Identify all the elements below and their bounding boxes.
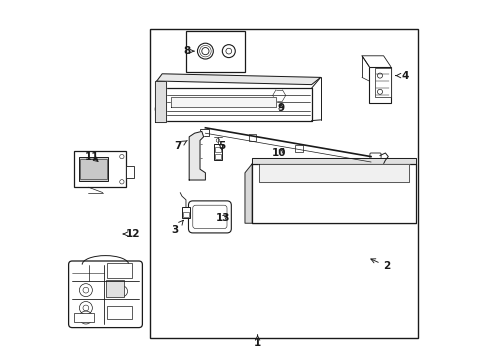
Text: 3: 3 (171, 220, 183, 235)
Text: 1: 1 (254, 335, 261, 348)
Bar (215, 144, 221, 160)
Bar (74, 313, 94, 322)
Polygon shape (157, 88, 312, 121)
Bar (200, 129, 209, 136)
Text: 6: 6 (153, 105, 164, 116)
Bar (216, 147, 220, 152)
FancyBboxPatch shape (370, 153, 381, 163)
Bar (369, 67, 391, 103)
Circle shape (323, 201, 325, 203)
FancyBboxPatch shape (69, 261, 143, 328)
Circle shape (348, 201, 350, 203)
Text: 2: 2 (371, 259, 391, 271)
Text: 4: 4 (396, 71, 409, 81)
Text: 11: 11 (85, 152, 99, 162)
Bar (149, 29, 418, 338)
Bar (182, 207, 190, 218)
FancyBboxPatch shape (189, 201, 231, 233)
Text: 12: 12 (123, 229, 141, 239)
Circle shape (273, 201, 275, 203)
Text: 9: 9 (277, 103, 285, 113)
Bar (106, 280, 124, 297)
Text: 8: 8 (184, 46, 194, 56)
Bar (107, 263, 132, 278)
Polygon shape (155, 81, 166, 122)
Bar (74, 151, 126, 187)
Bar (216, 154, 220, 159)
Polygon shape (252, 158, 416, 164)
Text: 10: 10 (272, 148, 287, 158)
Text: 13: 13 (216, 213, 231, 223)
Circle shape (298, 201, 300, 203)
Polygon shape (245, 164, 252, 223)
Polygon shape (259, 164, 409, 182)
Polygon shape (157, 74, 320, 85)
Bar (80, 159, 107, 179)
Bar (295, 145, 303, 152)
Bar (79, 157, 108, 181)
Bar (183, 212, 189, 217)
Bar (374, 68, 391, 97)
Bar (126, 166, 134, 178)
Bar (107, 306, 132, 319)
Polygon shape (171, 97, 275, 107)
Circle shape (399, 201, 401, 203)
Text: 7: 7 (175, 140, 187, 151)
Polygon shape (252, 164, 416, 223)
Polygon shape (189, 131, 205, 180)
Circle shape (373, 201, 376, 203)
Bar (248, 134, 256, 141)
Text: 5: 5 (218, 141, 225, 151)
Bar (186, 31, 245, 72)
